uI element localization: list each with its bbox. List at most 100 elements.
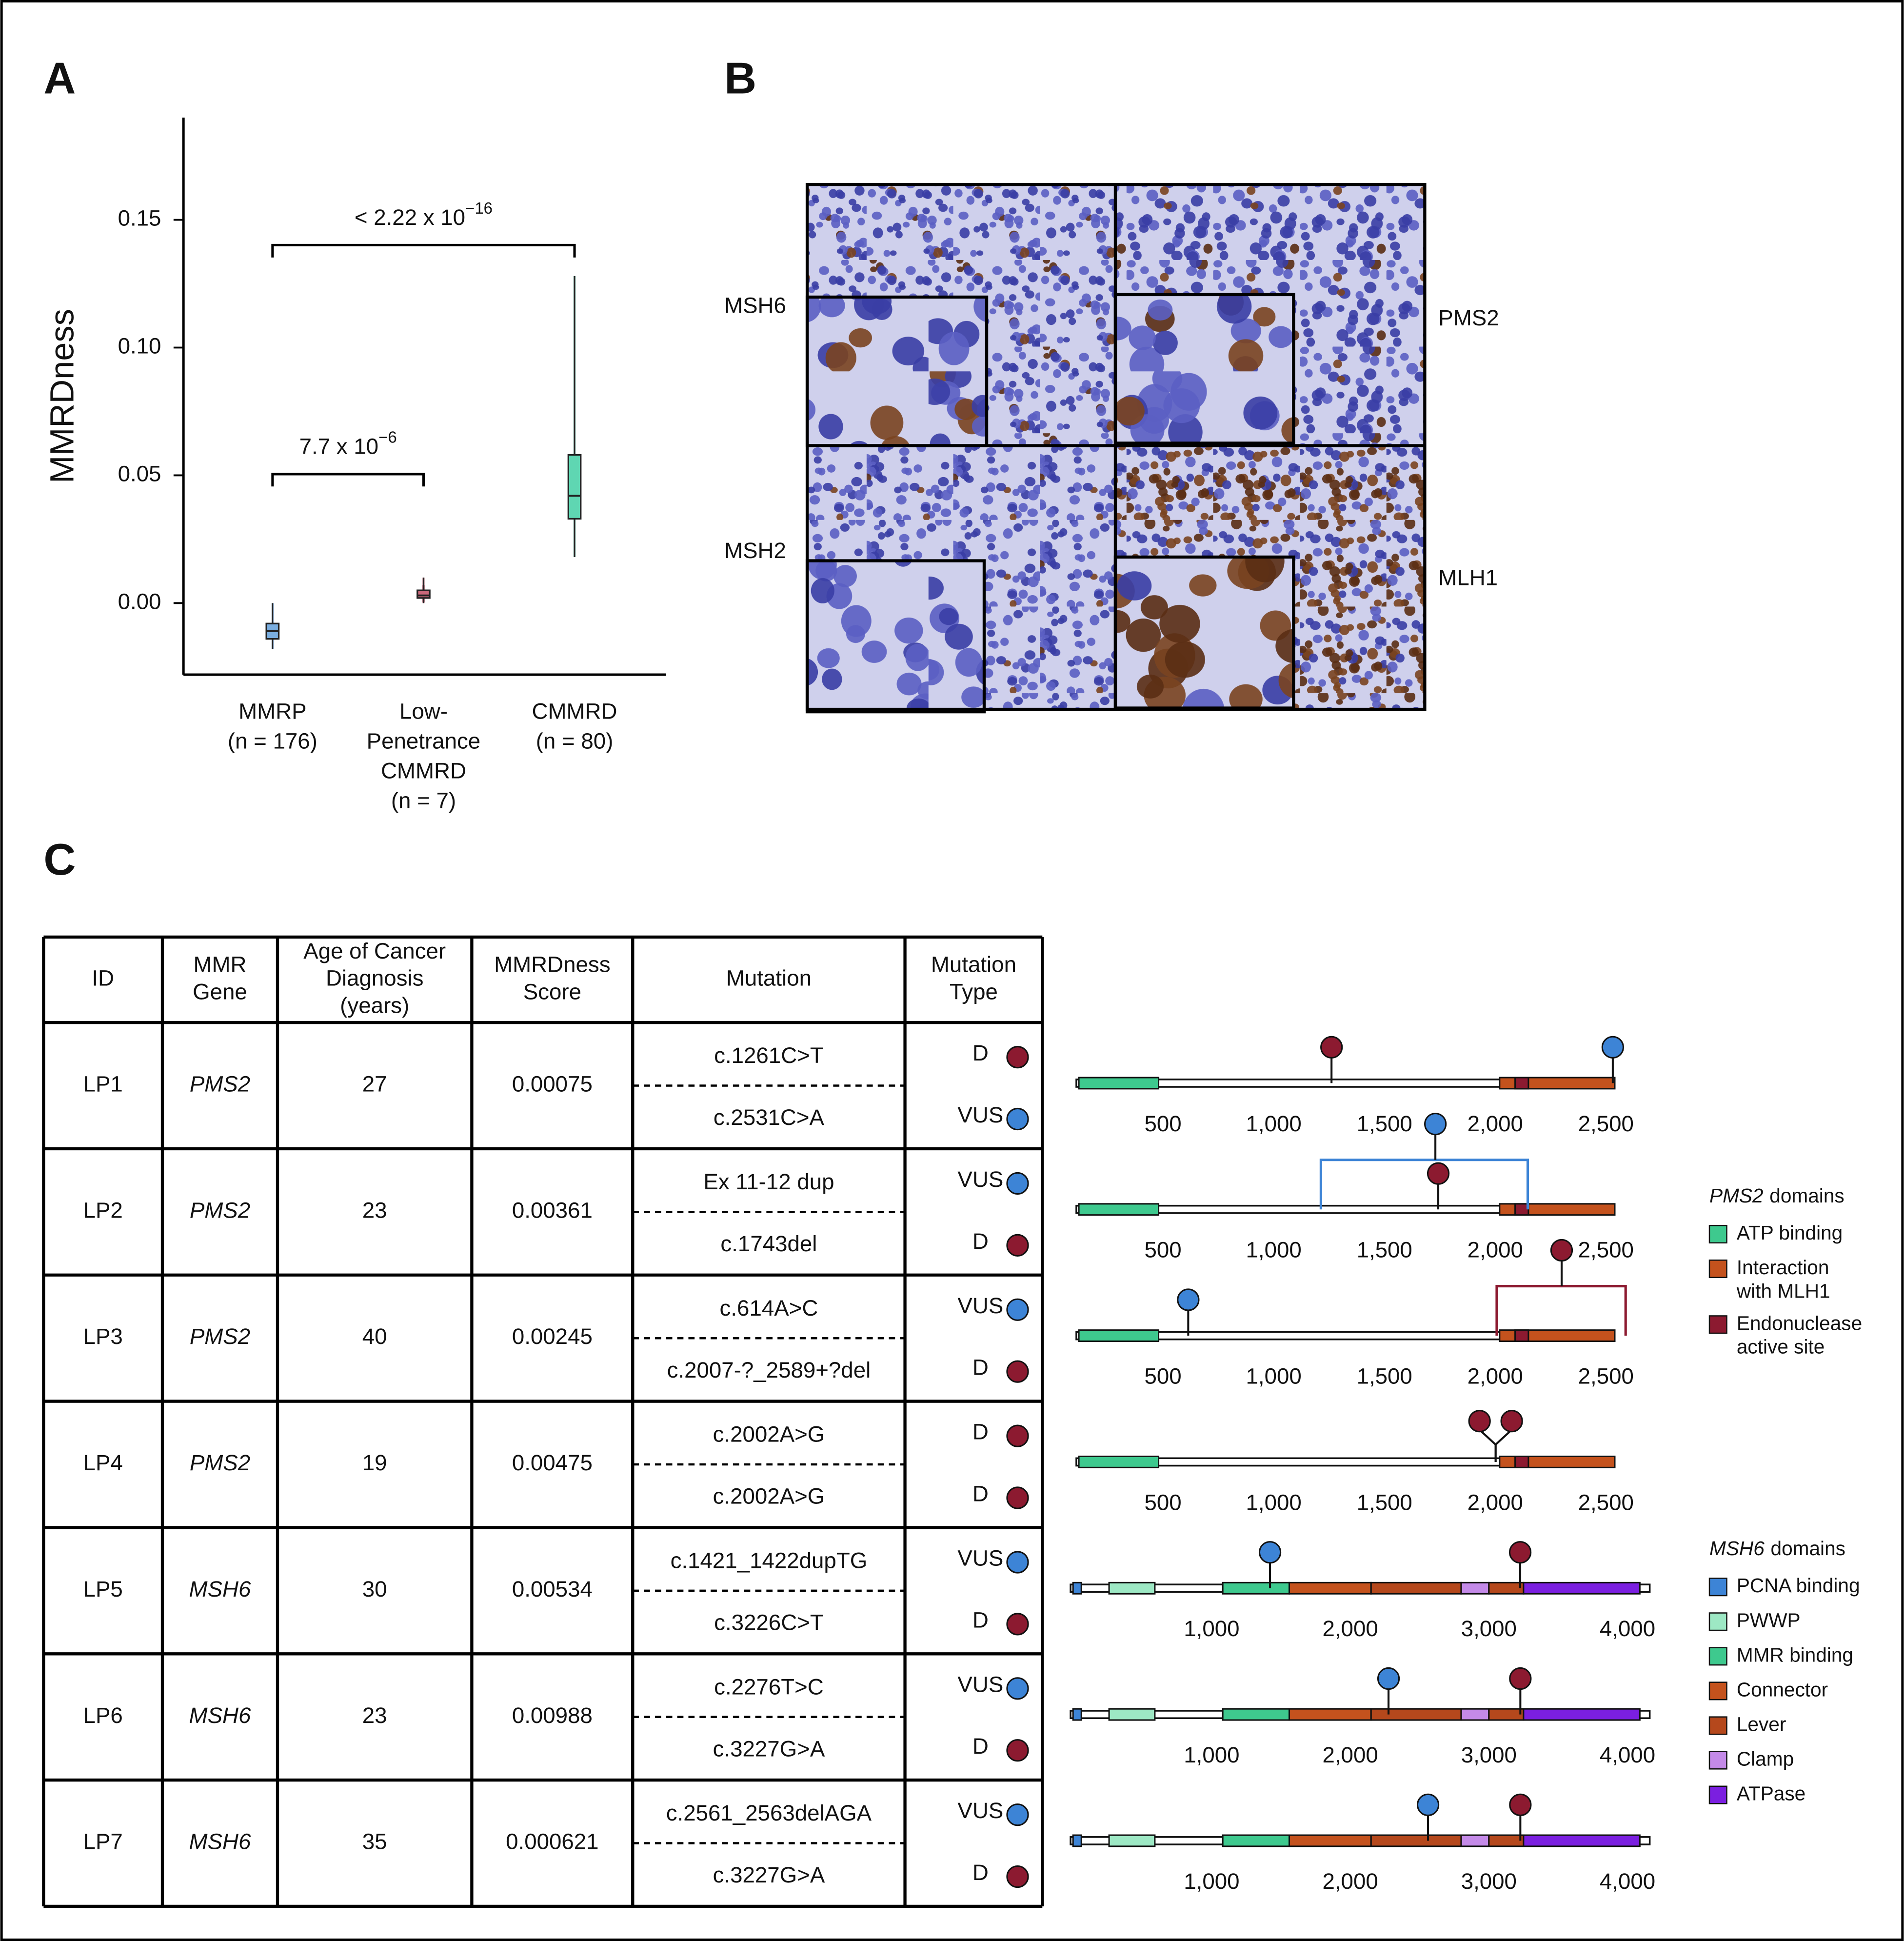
significance-label: < 2.22 x 10−16 [355,199,493,230]
x-tick-label: 2,500 [1578,1238,1634,1262]
cell-mutation-type: D [972,1041,989,1065]
cell-mutation: c.1261C>T [714,1043,824,1068]
x-tick-label: 500 [1145,1490,1182,1515]
cell-age: 27 [362,1072,387,1097]
cell-mutation: c.1743del [720,1231,817,1256]
lollipop-head [1509,1793,1532,1816]
table-header: ID [92,966,114,991]
cell-score: 0.000621 [506,1829,598,1854]
significance-bracket [271,473,425,487]
x-tick-label: 4,000 [1600,1869,1655,1894]
x-tick-label: 500 [1145,1111,1182,1136]
cell-id: LP7 [83,1829,123,1854]
cell-score: 0.00475 [512,1450,593,1475]
micrograph-inset [1113,555,1295,710]
p-exponent: −6 [378,428,397,446]
protein-domain [1072,1708,1082,1721]
legend-label: PWWP [1737,1609,1801,1631]
x-tick-label: 2,000 [1322,1616,1378,1641]
x-tick-label: 3,000 [1461,1616,1517,1641]
cell-mutation: c.614A>C [720,1296,818,1321]
p-value: < 2.22 x 10 [355,205,465,230]
protein-domain [1523,1708,1641,1721]
legend-label: ATP binding [1737,1221,1843,1244]
x-tick-label: (n = 176) [228,729,317,754]
mutation-type-dot [1006,1739,1029,1762]
cell-score: 0.00075 [512,1072,593,1097]
protein-domain [1460,1834,1490,1847]
x-tick-label: Penetrance [367,729,481,754]
protein-domain [1078,1329,1160,1342]
protein-domain [1108,1834,1156,1847]
mutation-type-dot [1006,1234,1029,1257]
protein-domain [1460,1708,1490,1721]
legend-gene: PMS2 [1709,1184,1764,1207]
x-tick-label: 1,500 [1357,1363,1412,1388]
cell-id: LP3 [83,1324,123,1349]
x-tick-label: 1,000 [1184,1616,1239,1641]
protein-domain [1514,1203,1529,1216]
lollipop-head [1416,1793,1440,1816]
protein-domain [1078,1203,1160,1216]
protein-domain [1460,1581,1490,1595]
cell-score: 0.00245 [512,1324,593,1349]
x-tick-label: 4,000 [1600,1742,1655,1767]
legend-label: Endonuclease active site [1737,1312,1862,1358]
mutation-type-dot [1006,1551,1029,1574]
cell-mutation-type: VUS [957,1102,1003,1127]
table-header: MMR [193,952,246,977]
x-tick-label: 2,500 [1578,1490,1634,1515]
p-exponent: −16 [465,199,493,217]
protein-domain [1523,1834,1641,1847]
cell-id: LP2 [83,1198,123,1222]
y-tick-label: 0.10 [118,334,161,359]
panel-label: B [724,54,756,103]
cell-mutation: c.2007-?_2589+?del [667,1358,871,1382]
cell-id: LP4 [83,1450,123,1475]
lollipop-head [1320,1036,1343,1059]
lollipop-head [1509,1667,1532,1690]
protein-domain [1078,1077,1160,1090]
x-tick-label: 500 [1145,1363,1182,1388]
cell-mutation-type: D [972,1607,989,1632]
legend-label: MMR binding [1737,1643,1853,1666]
legend-swatch [1708,1751,1727,1770]
x-tick-label: 2,000 [1468,1111,1523,1136]
cell-mutation: c.3226C>T [714,1610,824,1635]
mutation-type-dot [1006,1803,1029,1826]
legend-label: Connector [1737,1678,1828,1701]
protein-domain [1222,1834,1290,1847]
x-tick-label: 2,000 [1322,1742,1378,1767]
cell-gene: PMS2 [190,1198,250,1222]
box [567,454,582,520]
table-header: Type [950,980,998,1004]
legend-label: Interaction with MLH1 [1736,1256,1830,1302]
legend-title-text: domains [1769,1184,1844,1207]
cell-age: 40 [362,1324,387,1349]
table-header: Mutation [931,952,1016,977]
legend-title: MSH6 domains [1709,1537,1845,1560]
x-tick-label: MMRP [238,699,307,724]
protein-domain [1072,1834,1082,1847]
lollipop-head [1377,1667,1400,1690]
legend-label: Lever [1737,1713,1786,1735]
legend-swatch [1708,1716,1727,1735]
protein-domain [1488,1581,1525,1595]
protein-domain [1108,1708,1156,1721]
x-tick-label: 3,000 [1461,1742,1517,1767]
protein-domain [1370,1708,1462,1721]
x-tick-label: 4,000 [1600,1616,1655,1641]
mutation-type-dot [1006,1107,1029,1131]
table-header: Age of Cancer [303,939,446,963]
protein-domain [1514,1077,1529,1090]
span-bracket [1319,1159,1529,1210]
x-tick-label: 2,000 [1322,1869,1378,1894]
cell-gene: PMS2 [190,1450,250,1475]
p-value: 7.7 x 10 [299,434,378,459]
cell-id: LP1 [83,1072,123,1097]
legend-swatch [1708,1260,1727,1279]
cell-mutation-type: VUS [957,1293,1003,1318]
legend-swatch [1708,1224,1727,1244]
